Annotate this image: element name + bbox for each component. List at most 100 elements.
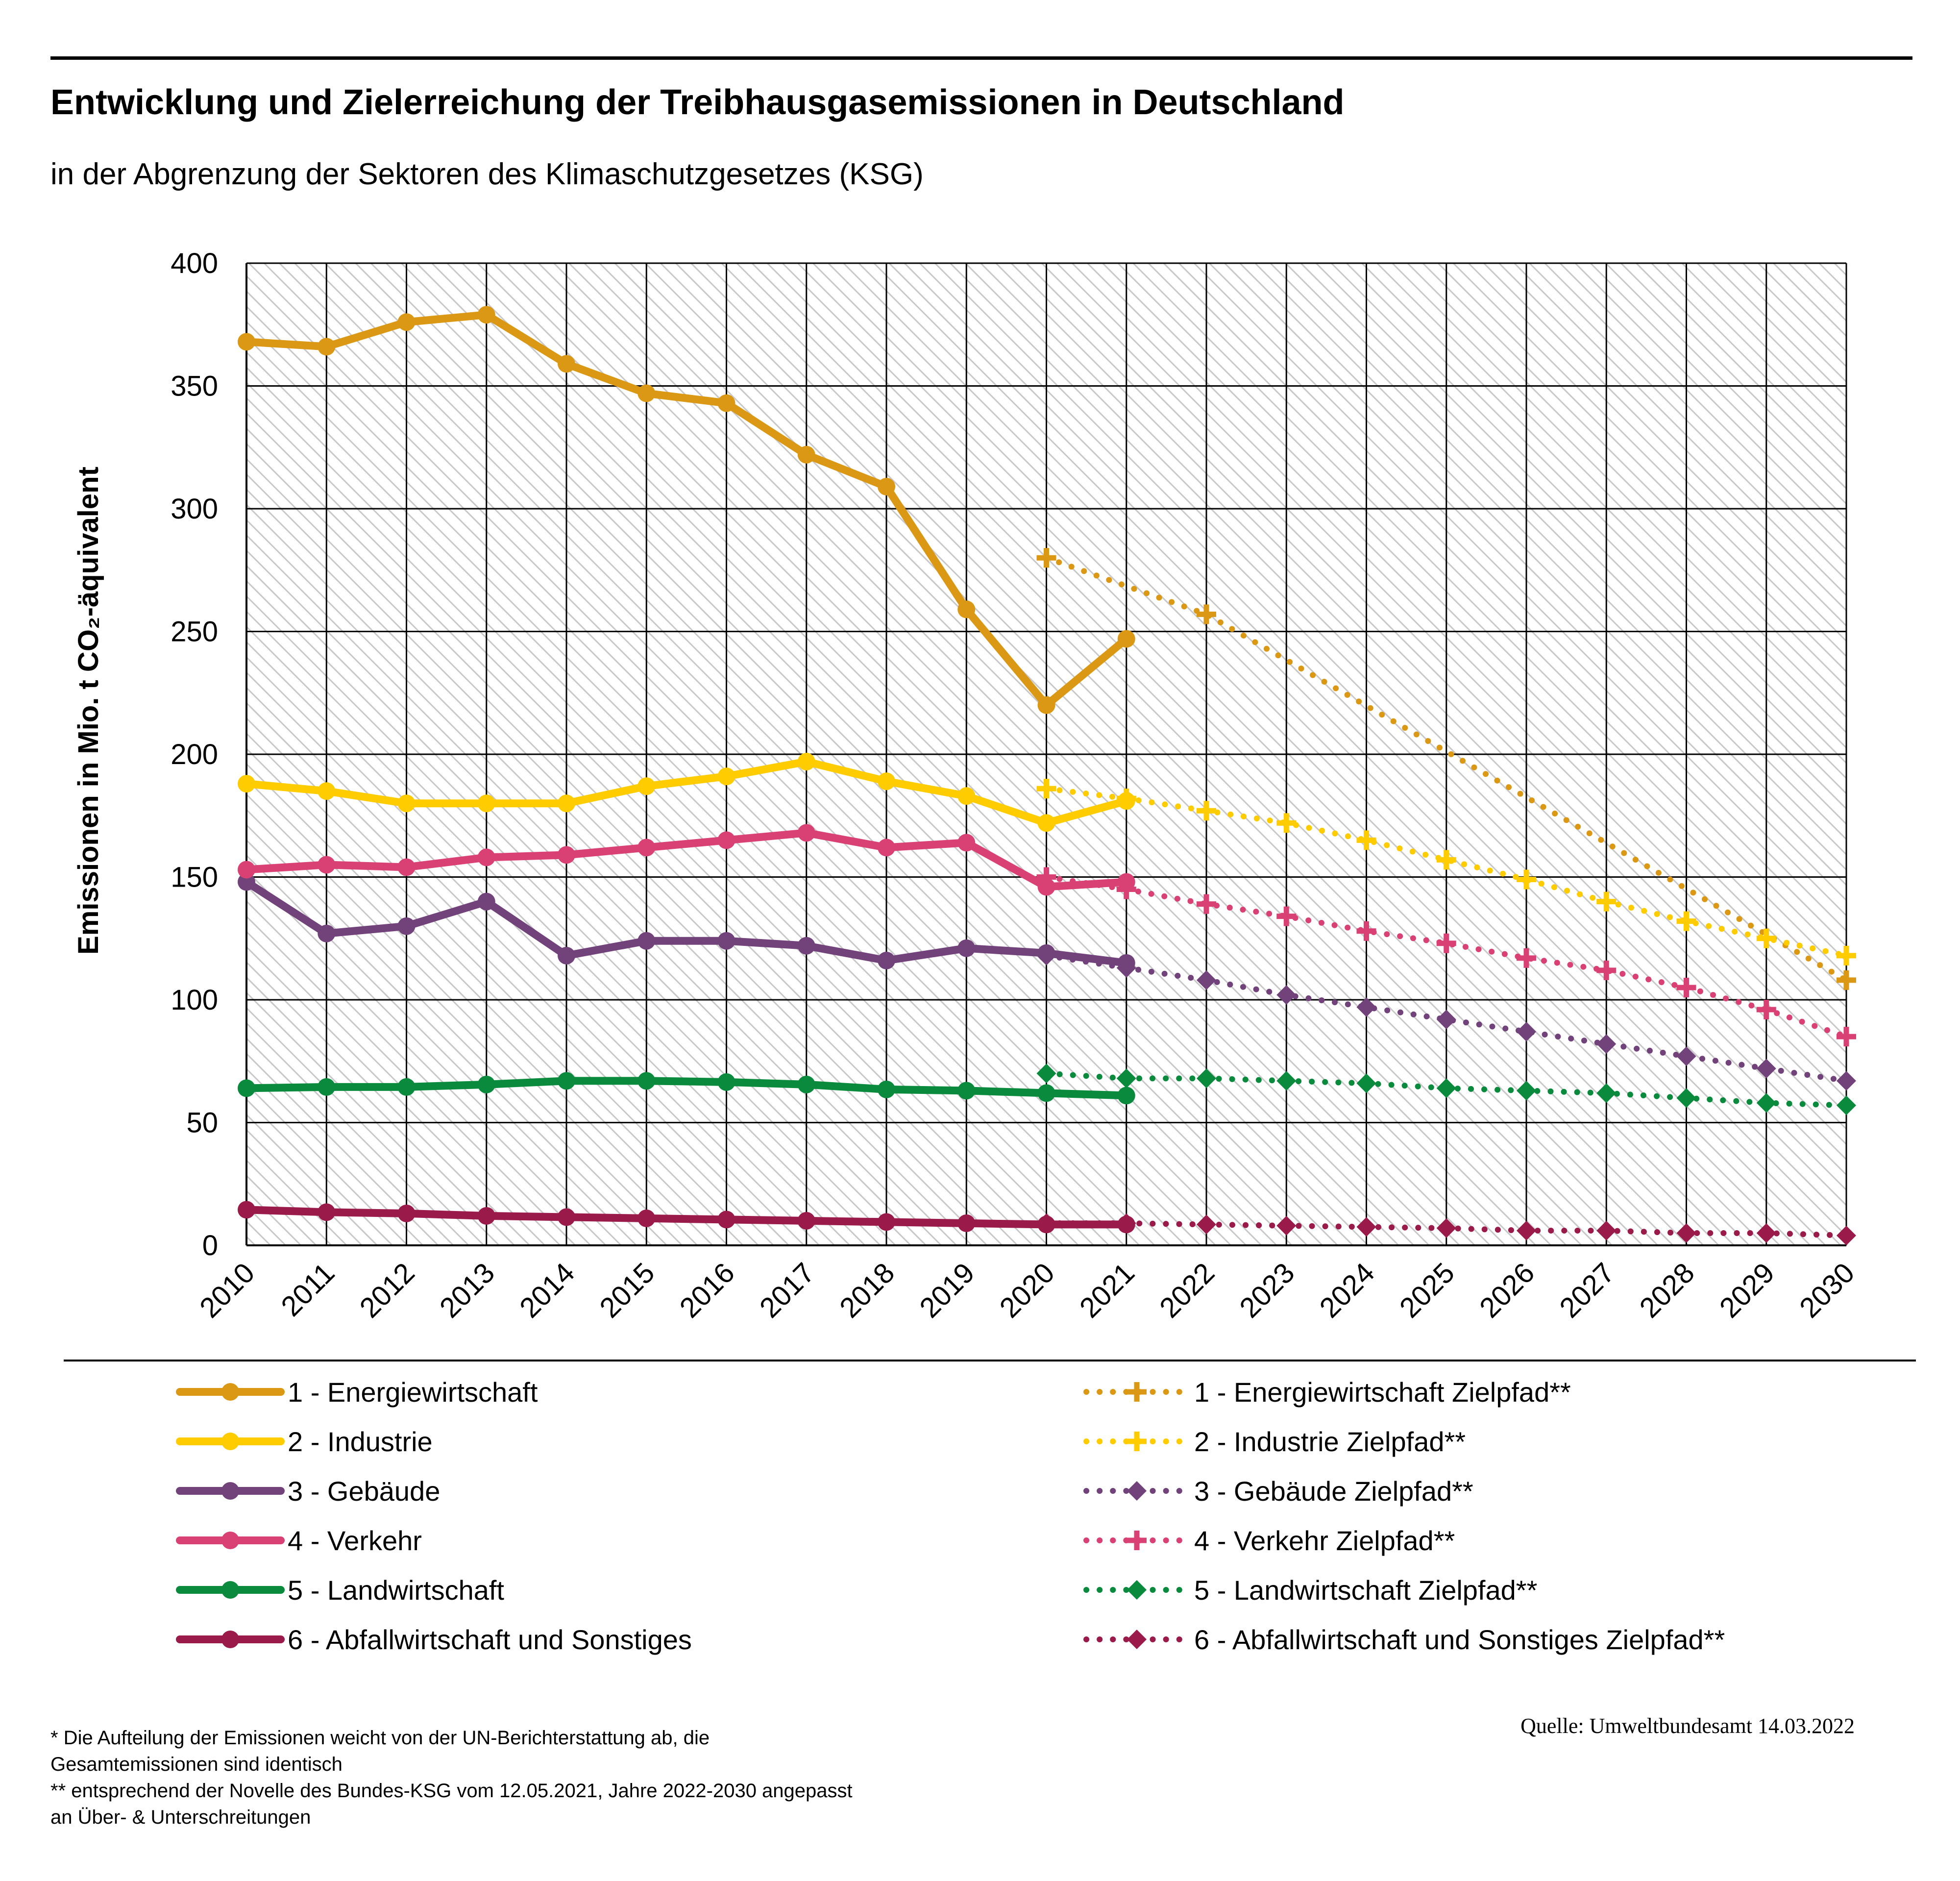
data-point — [1436, 1078, 1456, 1098]
data-point — [1116, 1068, 1136, 1089]
data-point — [717, 831, 735, 849]
data-point — [797, 446, 815, 464]
series-3 — [238, 873, 1135, 972]
legend-swatch — [1083, 1432, 1190, 1451]
data-point — [477, 892, 495, 911]
data-point — [957, 1214, 976, 1232]
data-point — [1276, 1215, 1297, 1236]
data-point — [797, 937, 815, 955]
data-point — [1676, 1088, 1696, 1108]
series-line — [243, 1077, 1130, 1100]
chart-subtitle: in der Abgrenzung der Sektoren des Klima… — [50, 157, 924, 191]
data-point — [878, 772, 895, 791]
series-5 — [238, 1072, 1135, 1105]
legend-label: 2 - Industrie Zielpfad** — [1194, 1426, 1466, 1457]
data-point — [1756, 1093, 1776, 1113]
data-point — [1596, 960, 1617, 980]
data-point — [397, 917, 416, 935]
y-tick-label: 50 — [186, 1107, 218, 1139]
x-tick-label: 2019 — [913, 1257, 980, 1324]
legend-label: 1 - Energiewirtschaft — [288, 1377, 538, 1408]
footnote-1: * Die Aufteilung der Emissionen weicht v… — [50, 1727, 710, 1749]
data-point — [1276, 906, 1297, 926]
data-point — [637, 839, 656, 857]
data-point — [637, 932, 656, 950]
series-line — [1043, 786, 1849, 959]
data-point — [397, 794, 416, 813]
data-point — [1117, 792, 1135, 810]
data-point — [1756, 1059, 1776, 1079]
source-note: Quelle: Umweltbundesamt 14.03.2022 — [1520, 1714, 1855, 1738]
legend-swatch — [1083, 1531, 1190, 1550]
x-tick-label: 2025 — [1394, 1257, 1461, 1324]
data-point — [397, 858, 416, 876]
data-point — [1276, 985, 1297, 1005]
footnote-2: Gesamtemissionen sind identisch — [50, 1754, 343, 1775]
legend-label: 5 - Landwirtschaft — [288, 1575, 504, 1606]
data-point — [878, 839, 895, 857]
x-tick-label: 2018 — [833, 1257, 901, 1324]
legend-label: 6 - Abfallwirtschaft und Sonstiges — [288, 1624, 692, 1655]
legend-label: 3 - Gebäude Zielpfad** — [1194, 1476, 1473, 1507]
data-point — [238, 333, 255, 351]
data-point — [1436, 933, 1456, 953]
y-tick-label: 400 — [171, 248, 218, 279]
data-point — [1197, 1214, 1216, 1235]
data-point — [1837, 1071, 1856, 1091]
data-point — [1117, 954, 1135, 972]
data-point — [1276, 1071, 1297, 1091]
legend-swatch — [1083, 1481, 1190, 1501]
top-rule — [50, 56, 1912, 60]
y-axis: 0 50 100 150 200 250 300 350 400 — [171, 248, 218, 1262]
data-point — [1356, 997, 1376, 1017]
series-line — [243, 829, 1130, 891]
legend-label: 4 - Verkehr Zielpfad** — [1194, 1525, 1455, 1556]
data-point — [1676, 977, 1696, 997]
data-point — [1037, 1084, 1055, 1102]
y-tick-label: 150 — [171, 862, 218, 893]
footnote-4: an Über- & Unterschreitungen — [50, 1807, 311, 1828]
data-point — [1837, 1095, 1856, 1115]
data-point — [1117, 630, 1135, 648]
chart-title: Entwicklung und Zielerreichung der Treib… — [50, 83, 1345, 122]
x-tick-label: 2017 — [754, 1257, 821, 1324]
series-4 — [238, 824, 1135, 896]
data-point — [1517, 869, 1536, 890]
data-point — [1197, 604, 1216, 624]
data-point — [1036, 867, 1056, 887]
data-point — [1596, 1034, 1617, 1054]
y-axis-label: Emissionen in Mio. t CO₂-äquivalent — [73, 467, 104, 955]
legend-swatch — [1083, 1580, 1190, 1600]
x-tick-label: 2029 — [1714, 1257, 1781, 1324]
data-point — [1036, 548, 1056, 568]
data-point — [397, 1078, 416, 1096]
data-point — [1517, 1220, 1536, 1240]
data-point — [318, 856, 336, 874]
data-point — [717, 1073, 735, 1091]
data-point — [1037, 814, 1055, 832]
x-tick-label: 2015 — [593, 1257, 661, 1324]
series-7 — [1036, 548, 1856, 990]
data-point — [1837, 1225, 1856, 1245]
data-point — [1037, 944, 1055, 962]
data-point — [797, 824, 815, 842]
series-line — [243, 758, 1130, 827]
data-point — [558, 846, 575, 864]
x-tick-label: 2023 — [1233, 1257, 1300, 1324]
y-tick-label: 100 — [171, 984, 218, 1016]
data-point — [1356, 1217, 1376, 1237]
x-tick-label: 2027 — [1553, 1257, 1620, 1324]
data-point — [1517, 948, 1536, 968]
data-point — [477, 848, 495, 866]
data-point — [797, 753, 815, 771]
data-point — [878, 951, 895, 969]
data-point — [477, 1075, 495, 1093]
legend-label: 5 - Landwirtschaft Zielpfad** — [1194, 1575, 1538, 1606]
data-point — [1517, 1081, 1536, 1101]
series-line — [1043, 952, 1849, 1084]
data-point — [1037, 696, 1055, 714]
data-point — [957, 600, 976, 619]
x-tick-label: 2012 — [353, 1257, 420, 1324]
x-tick-label: 2020 — [993, 1257, 1060, 1324]
x-tick-label: 2014 — [514, 1257, 581, 1324]
